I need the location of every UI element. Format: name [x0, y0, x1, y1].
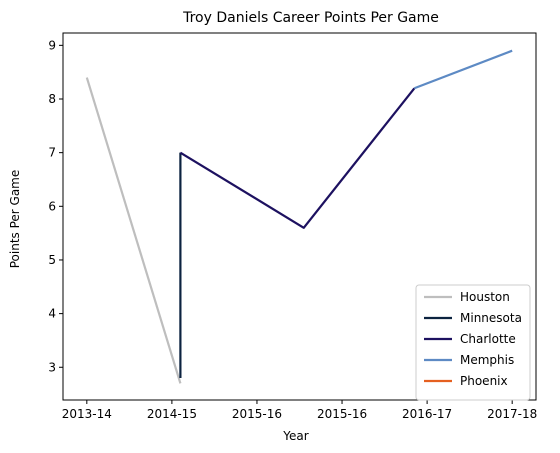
x-tick-label: 2014-15	[147, 407, 197, 421]
y-tick-label: 3	[48, 360, 56, 374]
legend-box	[415, 284, 531, 401]
x-tick-label: 2017-18	[487, 407, 537, 421]
legend-label: Charlotte	[460, 332, 516, 346]
x-tick-label: 2013-14	[62, 407, 112, 421]
x-tick-label: 2015-16	[232, 407, 282, 421]
chart-title: Troy Daniels Career Points Per Game	[182, 10, 439, 26]
legend-label: Phoenix	[460, 374, 508, 388]
y-tick-label: 8	[48, 92, 56, 106]
legend-label: Minnesota	[460, 311, 522, 325]
series-line-houston	[85, 77, 182, 384]
plot-frame	[62, 32, 537, 401]
series-line-charlotte	[179, 87, 416, 229]
legend-label: Houston	[460, 290, 510, 304]
y-axis-label: Points Per Game	[8, 170, 22, 269]
x-tick-label: 2015-16	[317, 407, 367, 421]
series-line-memphis	[413, 49, 513, 90]
y-tick-label: 7	[48, 146, 56, 160]
x-axis-label: Year	[282, 429, 308, 443]
y-tick-label: 9	[48, 38, 56, 52]
x-tick-label: 2016-17	[402, 407, 452, 421]
legend-label: Memphis	[460, 353, 514, 367]
y-tick-label: 6	[48, 199, 56, 213]
y-tick-label: 5	[48, 253, 56, 267]
plot-area: 2013-14 2014-15 2015-16 2015-16 2016-17 2017-…	[48, 32, 537, 421]
y-tick-label: 4	[48, 307, 56, 321]
